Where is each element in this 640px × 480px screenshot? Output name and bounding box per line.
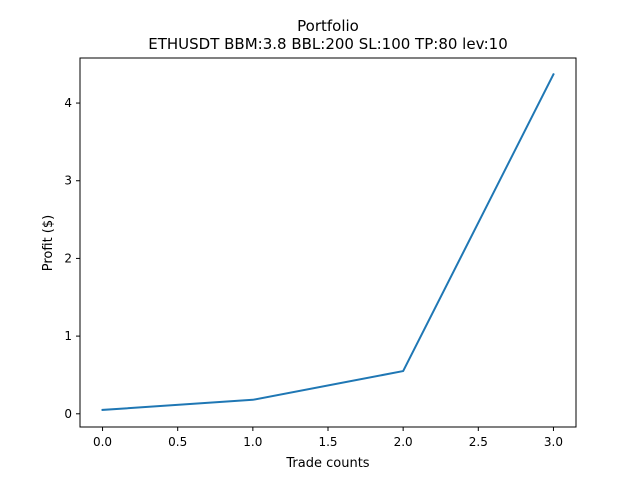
x-tick-label: 1.0 — [243, 435, 262, 449]
x-axis-label: Trade counts — [285, 456, 369, 471]
x-tick-label: 2.0 — [394, 435, 413, 449]
x-tick-label: 2.5 — [469, 435, 488, 449]
x-tick-label: 1.5 — [318, 435, 337, 449]
y-tick-label: 1 — [64, 329, 72, 343]
y-tick-label: 0 — [64, 407, 72, 421]
chart-title: Portfolio — [297, 17, 359, 35]
y-tick-label: 3 — [64, 174, 72, 188]
x-tick-label: 3.0 — [544, 435, 563, 449]
data-series — [101, 72, 555, 411]
y-axis-label: Profit ($) — [41, 215, 56, 271]
x-tick-label: 0.0 — [93, 435, 112, 449]
plot-frame — [79, 57, 577, 428]
axis-ticks: 0.0 0.5 1.0 1.5 2.0 2.5 3.0 0 1 2 3 4 — [64, 96, 563, 449]
x-tick-label: 0.5 — [168, 435, 187, 449]
profit-series-line — [101, 72, 555, 411]
y-tick-label: 2 — [64, 251, 72, 265]
y-tick-label: 4 — [64, 96, 72, 110]
chart-subtitle: ETHUSDT BBM:3.8 BBL:200 SL:100 TP:80 lev… — [148, 35, 508, 53]
